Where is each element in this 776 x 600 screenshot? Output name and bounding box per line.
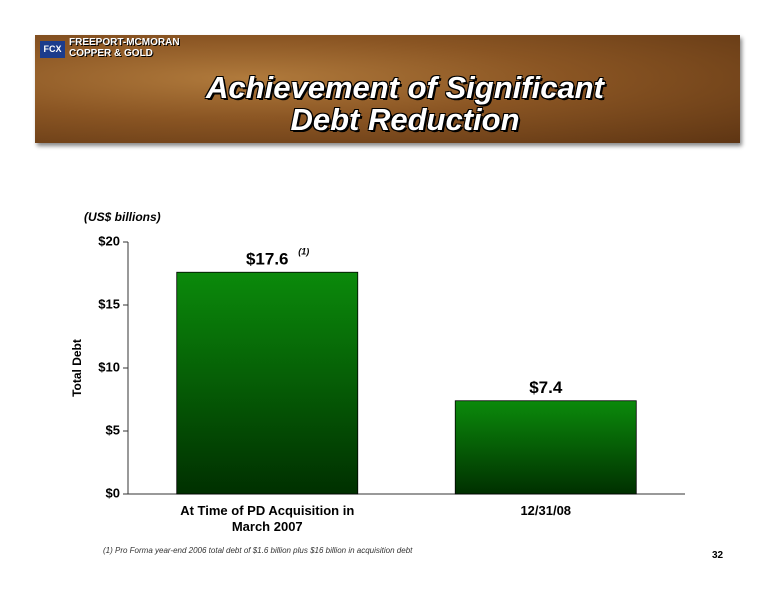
annotation: (1): [298, 247, 309, 257]
footnote: (1) Pro Forma year-end 2006 total debt o…: [103, 546, 413, 555]
company-name: FREEPORT-MCMORAN: [69, 37, 180, 48]
x-tick-label: 12/31/08: [520, 503, 572, 518]
chart-title: Achievement of Significant Debt Reductio…: [206, 70, 604, 137]
x-tick-label: At Time of PD Acquisition in March 2007: [180, 503, 355, 534]
y-tick-label: $20: [98, 233, 120, 248]
value-label: $7.4: [529, 378, 563, 397]
page-number: 32: [712, 550, 724, 561]
y-axis-label: Total Debt: [70, 339, 84, 397]
y-tick-label: $15: [98, 296, 120, 311]
y-tick-label: $10: [98, 359, 120, 374]
company-subname: COPPER & GOLD: [69, 48, 153, 59]
logo: FCX: [40, 41, 65, 58]
y-tick-label: $0: [106, 485, 120, 500]
banner: [35, 35, 740, 143]
bar: [454, 400, 637, 495]
bar: [176, 271, 359, 495]
value-label: $17.6: [246, 250, 289, 269]
unit-label: (US$ billions): [84, 210, 161, 224]
y-tick-label: $5: [106, 422, 120, 437]
